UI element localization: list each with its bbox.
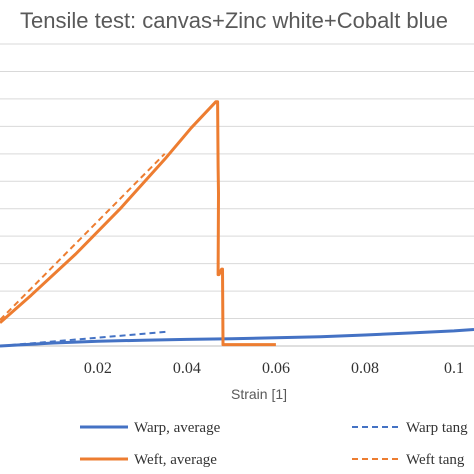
- series-line-2: [0, 100, 276, 347]
- legend-label: Weft tang: [406, 452, 465, 468]
- x-tick-label: 0.04: [173, 360, 201, 377]
- x-tick-label: 0.02: [84, 360, 112, 377]
- legend-label: Warp tang: [406, 420, 468, 436]
- legend: Warp, average Warp tang Weft, average Weft …: [80, 420, 468, 468]
- x-tick-label: 0.08: [351, 360, 379, 377]
- legend-label: Weft, average: [134, 452, 217, 468]
- series-line-0: [0, 328, 474, 348]
- grid-lines: [0, 43, 474, 347]
- x-tick-label: 0.1: [444, 360, 464, 377]
- chart-title: Tensile test: canvas+Zinc white+Cobalt b…: [20, 8, 449, 33]
- series-line-1: [0, 330, 170, 347]
- series-lines: [0, 100, 474, 348]
- series-line-3: [0, 153, 166, 321]
- x-axis-title: Strain [1]: [231, 386, 287, 402]
- x-tick-labels: 0.020.040.060.080.10.1: [84, 360, 464, 377]
- legend-label: Warp, average: [134, 420, 221, 436]
- x-tick-label: 0.06: [262, 360, 290, 377]
